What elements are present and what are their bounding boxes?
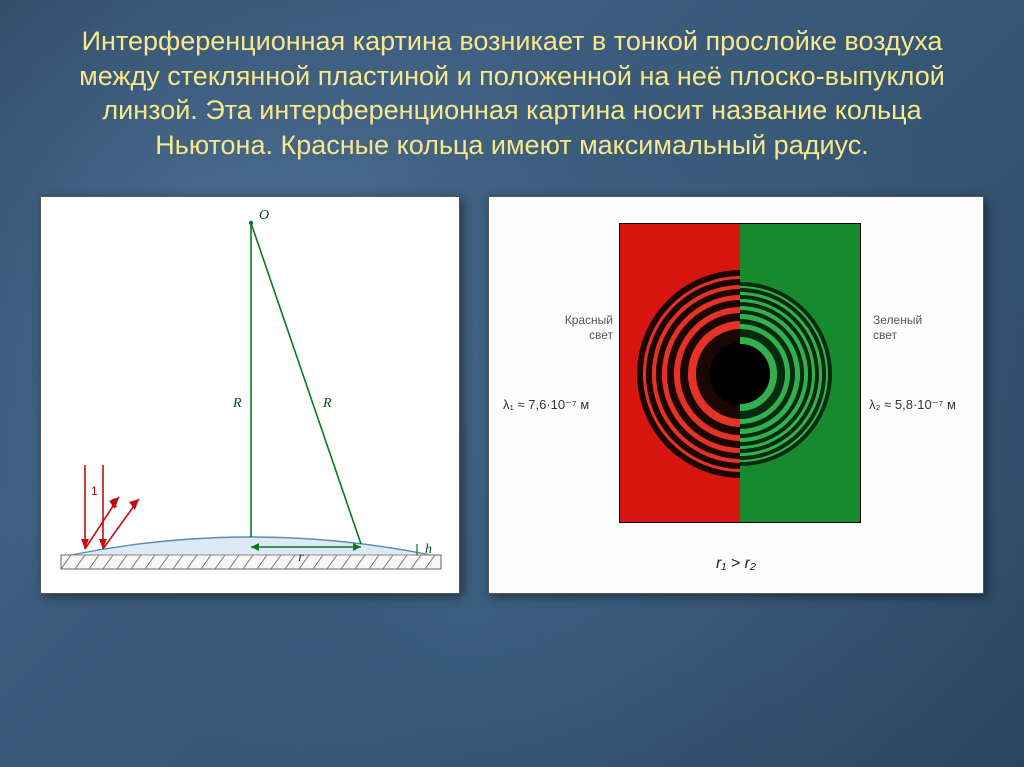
radius-slanted [251, 223, 361, 544]
svg-text:1: 1 [91, 484, 98, 498]
green-half [740, 224, 860, 522]
incident-rays: 1 2 [81, 465, 139, 549]
slide-heading: Интерференционная картина возникает в то… [0, 0, 1024, 178]
svg-text:2: 2 [111, 496, 118, 510]
label-O: O [259, 208, 269, 223]
red-half [620, 224, 740, 522]
lambda-red: λ₁ ≈ 7,6·10⁻⁷ м [503, 397, 589, 413]
svg-text:h: h [425, 542, 432, 557]
svg-text:r: r [298, 550, 304, 565]
rings-box [619, 223, 861, 523]
label-R-slant: R [322, 396, 332, 411]
radius-inequality: r₁ > r₂ [489, 555, 983, 573]
figures-row: O R R r h [0, 178, 1024, 594]
red-light-label: Красный свет [513, 313, 613, 343]
glass-plate [61, 555, 441, 569]
lambda-green: λ₂ ≈ 5,8·10⁻⁷ м [869, 397, 956, 413]
geometry-svg: O R R r h [41, 197, 461, 595]
green-light-label: Зеленый свет [873, 313, 973, 343]
newton-rings-panel: Красный свет λ₁ ≈ 7,6·10⁻⁷ м Зеленый све… [488, 196, 984, 594]
geometry-diagram-panel: O R R r h [40, 196, 460, 594]
label-R-vertical: R [232, 396, 242, 411]
